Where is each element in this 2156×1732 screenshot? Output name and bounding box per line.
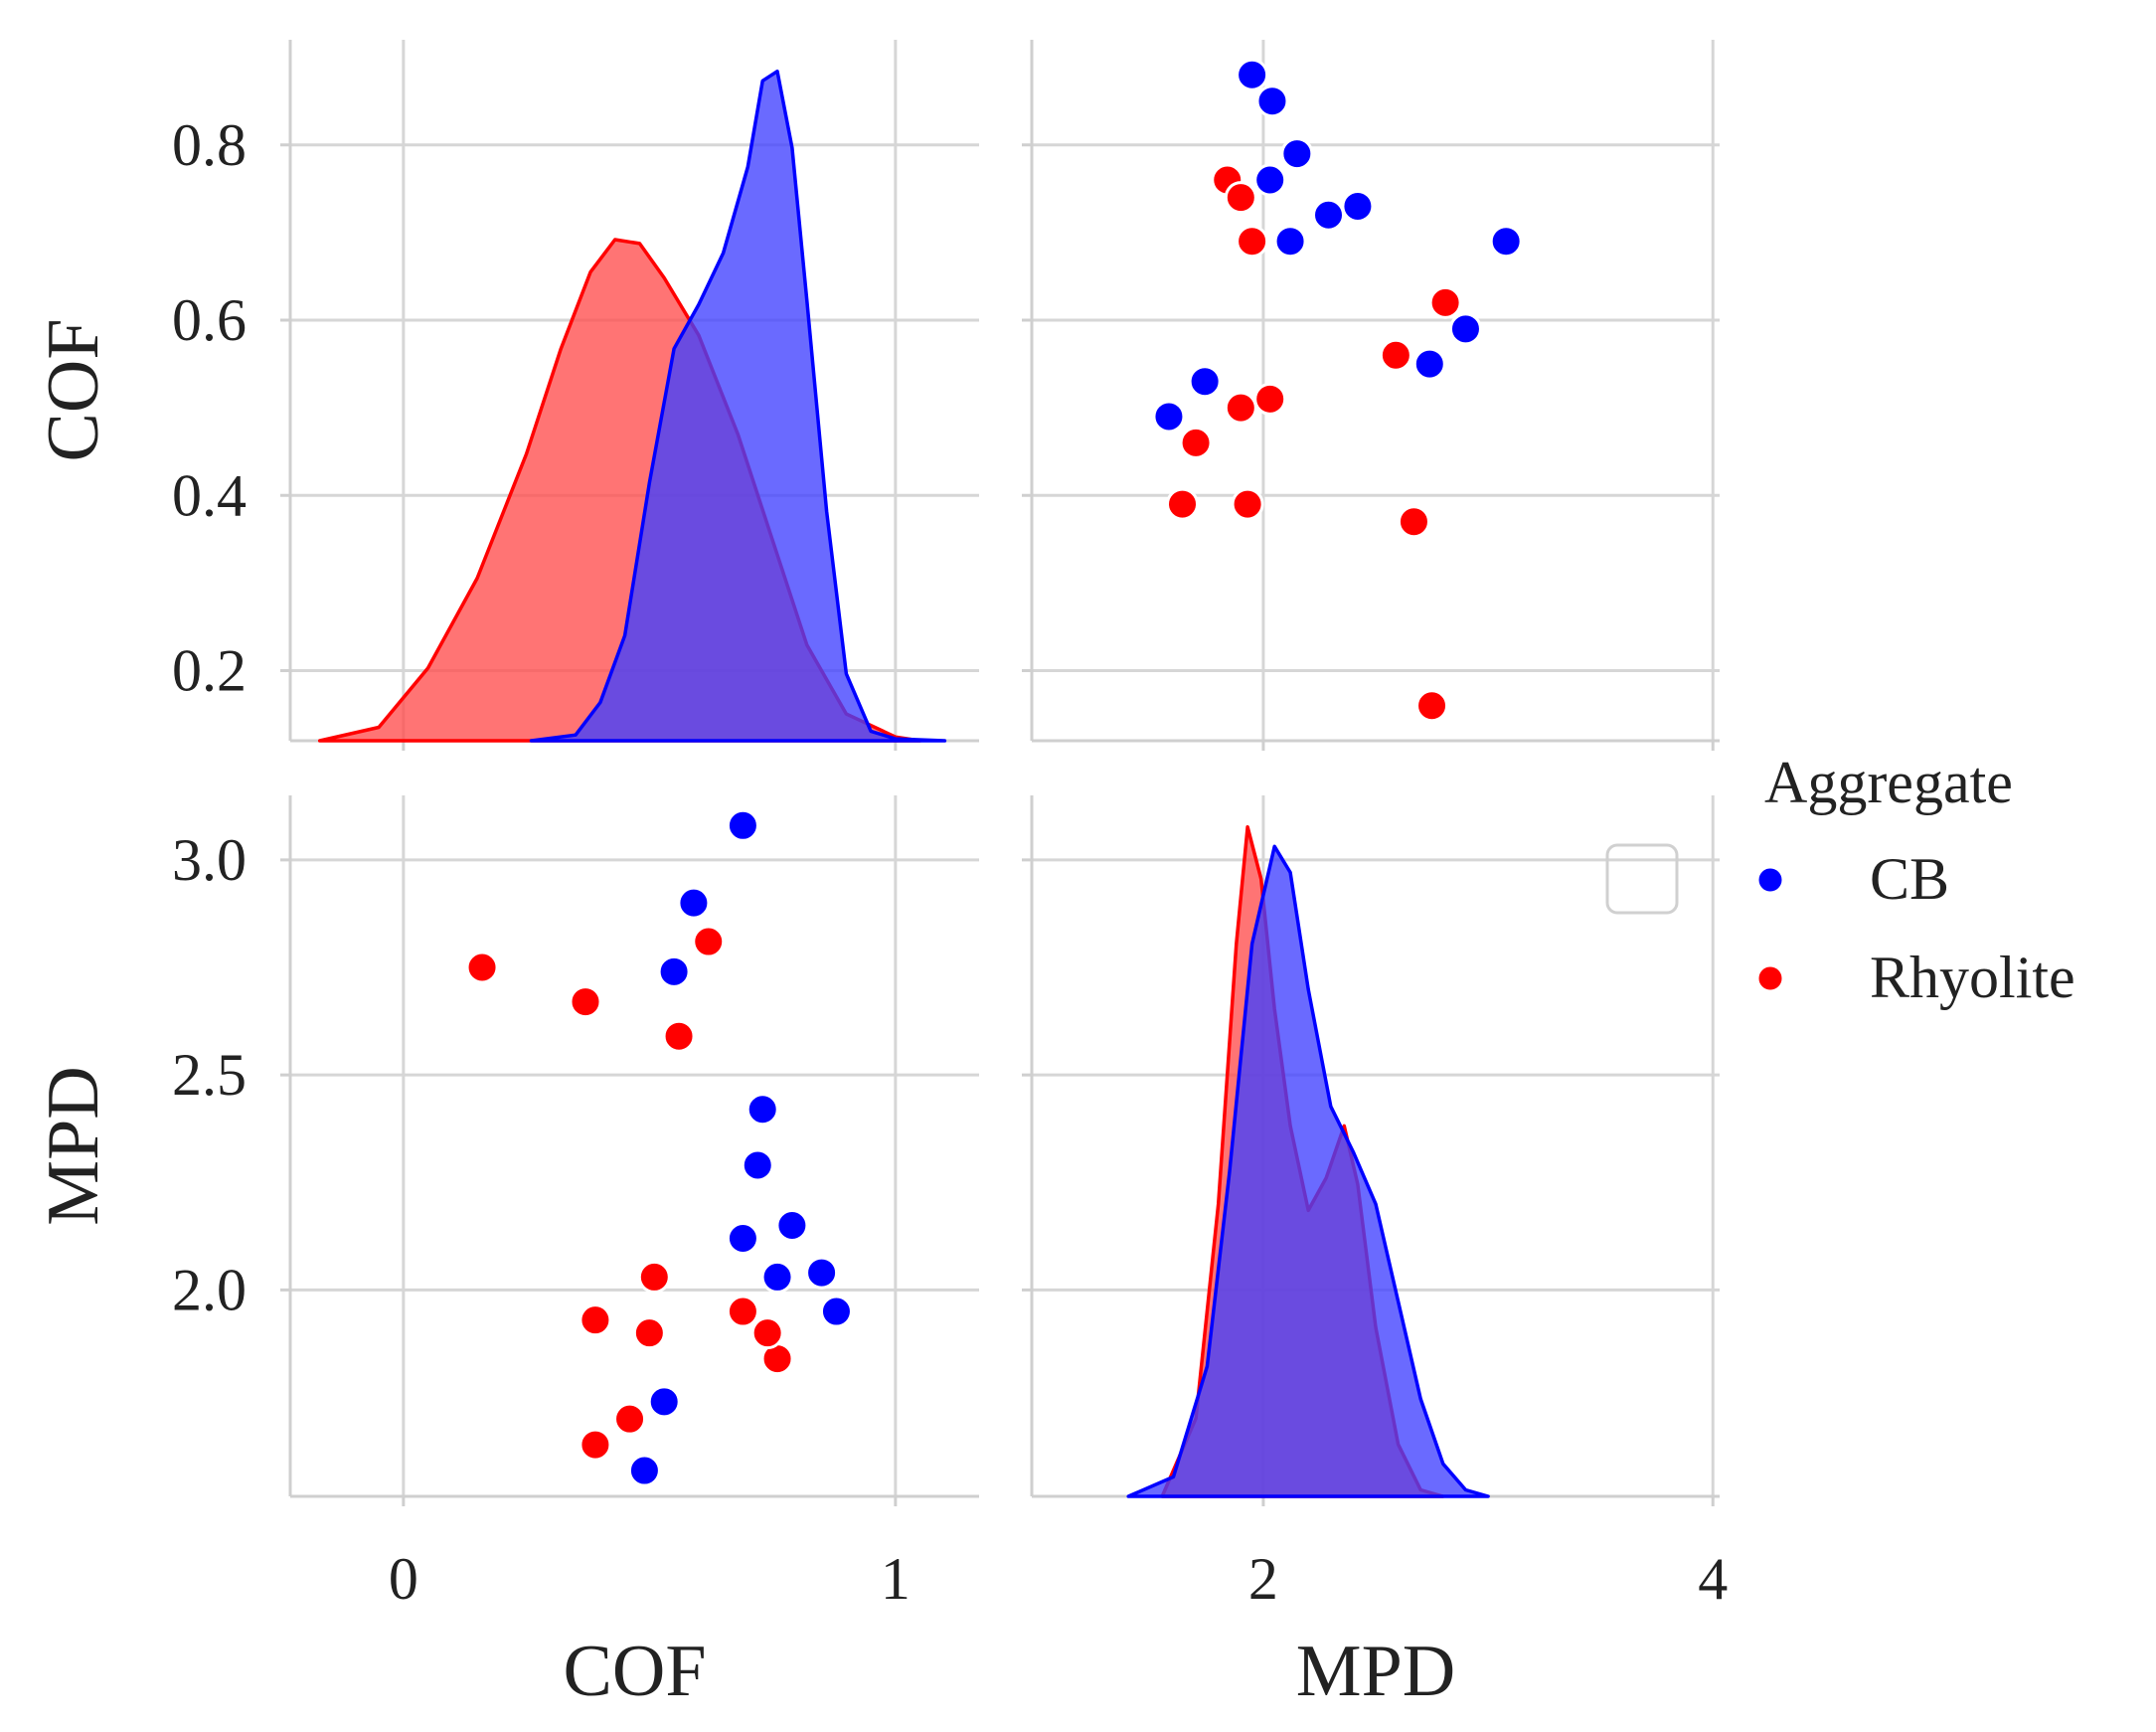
scatter-point-rhyolite bbox=[579, 1428, 612, 1462]
scatter-point-rhyolite bbox=[726, 1295, 759, 1328]
legend-frame-box bbox=[1605, 843, 1679, 915]
scatter-point-rhyolite bbox=[613, 1402, 647, 1436]
scatter-point-cb bbox=[627, 1454, 661, 1487]
panels bbox=[280, 40, 1720, 1506]
scatter-point-cb bbox=[726, 1221, 759, 1255]
y-tick-label-mpd: 2.5 bbox=[172, 1042, 247, 1108]
y-tick-label-mpd: 2.0 bbox=[172, 1257, 247, 1322]
scatter-point-cb bbox=[1341, 189, 1375, 223]
scatter-point-cb bbox=[760, 1260, 794, 1294]
scatter-point-cb bbox=[1448, 312, 1482, 346]
legend-label-cb: CB bbox=[1870, 846, 1949, 912]
scatter-point-rhyolite bbox=[1415, 689, 1449, 723]
scatter-point-cb bbox=[1236, 58, 1269, 91]
scatter-point-rhyolite bbox=[1428, 285, 1462, 319]
scatter-point-cb bbox=[657, 954, 691, 988]
legend: Aggregate CB Rhyolite bbox=[1605, 750, 2075, 1010]
scatter-point-cb bbox=[1253, 163, 1287, 197]
y-tick-label-cof: 0.8 bbox=[172, 112, 247, 178]
y-tick-label-cof: 0.6 bbox=[172, 287, 247, 353]
kde-area-cb bbox=[529, 69, 947, 743]
y-axis-title-cof: COF bbox=[33, 319, 114, 462]
kde-area-cb bbox=[1126, 844, 1490, 1498]
scatter-point-rhyolite bbox=[637, 1260, 671, 1294]
scatter-point-cb bbox=[1273, 225, 1307, 259]
scatter-point-cb bbox=[647, 1385, 681, 1419]
scatter-point-cb bbox=[775, 1209, 809, 1243]
scatter-point-rhyolite bbox=[632, 1316, 666, 1350]
x-tick-label-mpd: 4 bbox=[1698, 1546, 1728, 1612]
panel-cof-cof bbox=[280, 40, 979, 751]
scatter-point-rhyolite bbox=[1224, 391, 1257, 425]
scatter-point-rhyolite bbox=[579, 1303, 612, 1337]
legend-title: Aggregate bbox=[1764, 750, 2013, 815]
legend-marker-rhyolite bbox=[1755, 963, 1785, 993]
scatter-point-rhyolite bbox=[1166, 487, 1200, 521]
x-axis-title-cof: COF bbox=[564, 1631, 707, 1712]
scatter-point-rhyolite bbox=[465, 951, 499, 984]
scatter-point-rhyolite bbox=[1231, 487, 1264, 521]
x-tick-label-cof: 1 bbox=[881, 1546, 911, 1612]
scatter-point-rhyolite bbox=[692, 925, 726, 958]
scatter-point-cb bbox=[1312, 198, 1346, 232]
axis-labels: 0.2 0.4 0.6 0.8 2.0 2.5 3.0 0 1 2 4 COF MPD COF MPD bbox=[33, 112, 1728, 1712]
panel-cof-mpd bbox=[280, 795, 979, 1506]
scatter-point-rhyolite bbox=[1379, 338, 1412, 372]
scatter-point-cb bbox=[819, 1295, 853, 1328]
scatter-point-rhyolite bbox=[1397, 505, 1430, 539]
scatter-point-rhyolite bbox=[1224, 181, 1257, 215]
legend-label-rhyolite: Rhyolite bbox=[1870, 945, 2075, 1010]
scatter-point-cb bbox=[805, 1256, 839, 1290]
x-axis-title-mpd: MPD bbox=[1296, 1631, 1455, 1712]
panel-mpd-cof bbox=[1022, 40, 1720, 751]
scatter-point-rhyolite bbox=[1253, 382, 1287, 416]
scatter-point-cb bbox=[1152, 400, 1186, 433]
scatter-point-cb bbox=[746, 1093, 779, 1126]
scatter-point-cb bbox=[741, 1148, 774, 1182]
y-tick-label-cof: 0.4 bbox=[172, 462, 247, 528]
scatter-point-cb bbox=[1188, 365, 1222, 399]
panel-mpd-mpd bbox=[1022, 795, 1720, 1506]
y-tick-label-cof: 0.2 bbox=[172, 638, 247, 704]
scatter-point-rhyolite bbox=[662, 1019, 696, 1053]
x-tick-label-mpd: 2 bbox=[1248, 1546, 1278, 1612]
y-tick-label-mpd: 3.0 bbox=[172, 827, 247, 893]
legend-marker-cb bbox=[1755, 865, 1785, 895]
scatter-point-rhyolite bbox=[1236, 225, 1269, 259]
scatter-point-cb bbox=[1255, 85, 1289, 118]
scatter-point-cb bbox=[1280, 137, 1314, 171]
scatter-point-cb bbox=[677, 886, 711, 920]
y-axis-title-mpd: MPD bbox=[33, 1066, 114, 1225]
scatter-point-rhyolite bbox=[569, 985, 602, 1019]
scatter-point-cb bbox=[1412, 347, 1446, 381]
scatter-point-rhyolite bbox=[750, 1316, 784, 1350]
scatter-point-rhyolite bbox=[1179, 426, 1213, 459]
scatter-point-cb bbox=[1489, 225, 1523, 259]
x-tick-label-cof: 0 bbox=[389, 1546, 418, 1612]
scatter-point-cb bbox=[726, 808, 759, 842]
